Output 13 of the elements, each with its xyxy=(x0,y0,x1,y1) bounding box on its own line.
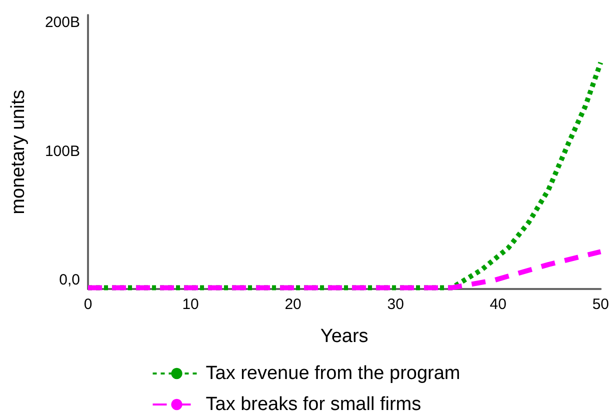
x-tick-label: 0 xyxy=(84,296,92,313)
y-axis-title: monetary units xyxy=(8,90,29,214)
y-tick-label: 200B xyxy=(44,14,80,32)
x-axis-title: Years xyxy=(320,326,368,347)
y-tick-label: 100B xyxy=(44,142,80,160)
x-tick-label: 20 xyxy=(284,296,302,313)
x-tick-label: 50 xyxy=(592,296,609,313)
y-tick-label: 0,0 xyxy=(59,271,80,288)
x-tick-label: 30 xyxy=(387,296,404,313)
legend-label: Tax revenue from the program xyxy=(206,363,460,384)
legend-label: Tax breaks for small firms xyxy=(206,394,422,415)
x-tick-label: 40 xyxy=(490,296,506,313)
x-tick-label: 10 xyxy=(182,296,199,313)
